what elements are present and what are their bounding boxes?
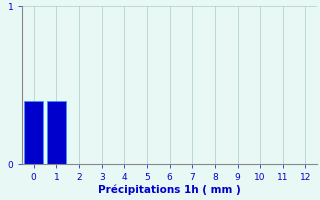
Bar <box>47 101 66 164</box>
X-axis label: Précipitations 1h ( mm ): Précipitations 1h ( mm ) <box>98 185 241 195</box>
Bar <box>24 101 43 164</box>
